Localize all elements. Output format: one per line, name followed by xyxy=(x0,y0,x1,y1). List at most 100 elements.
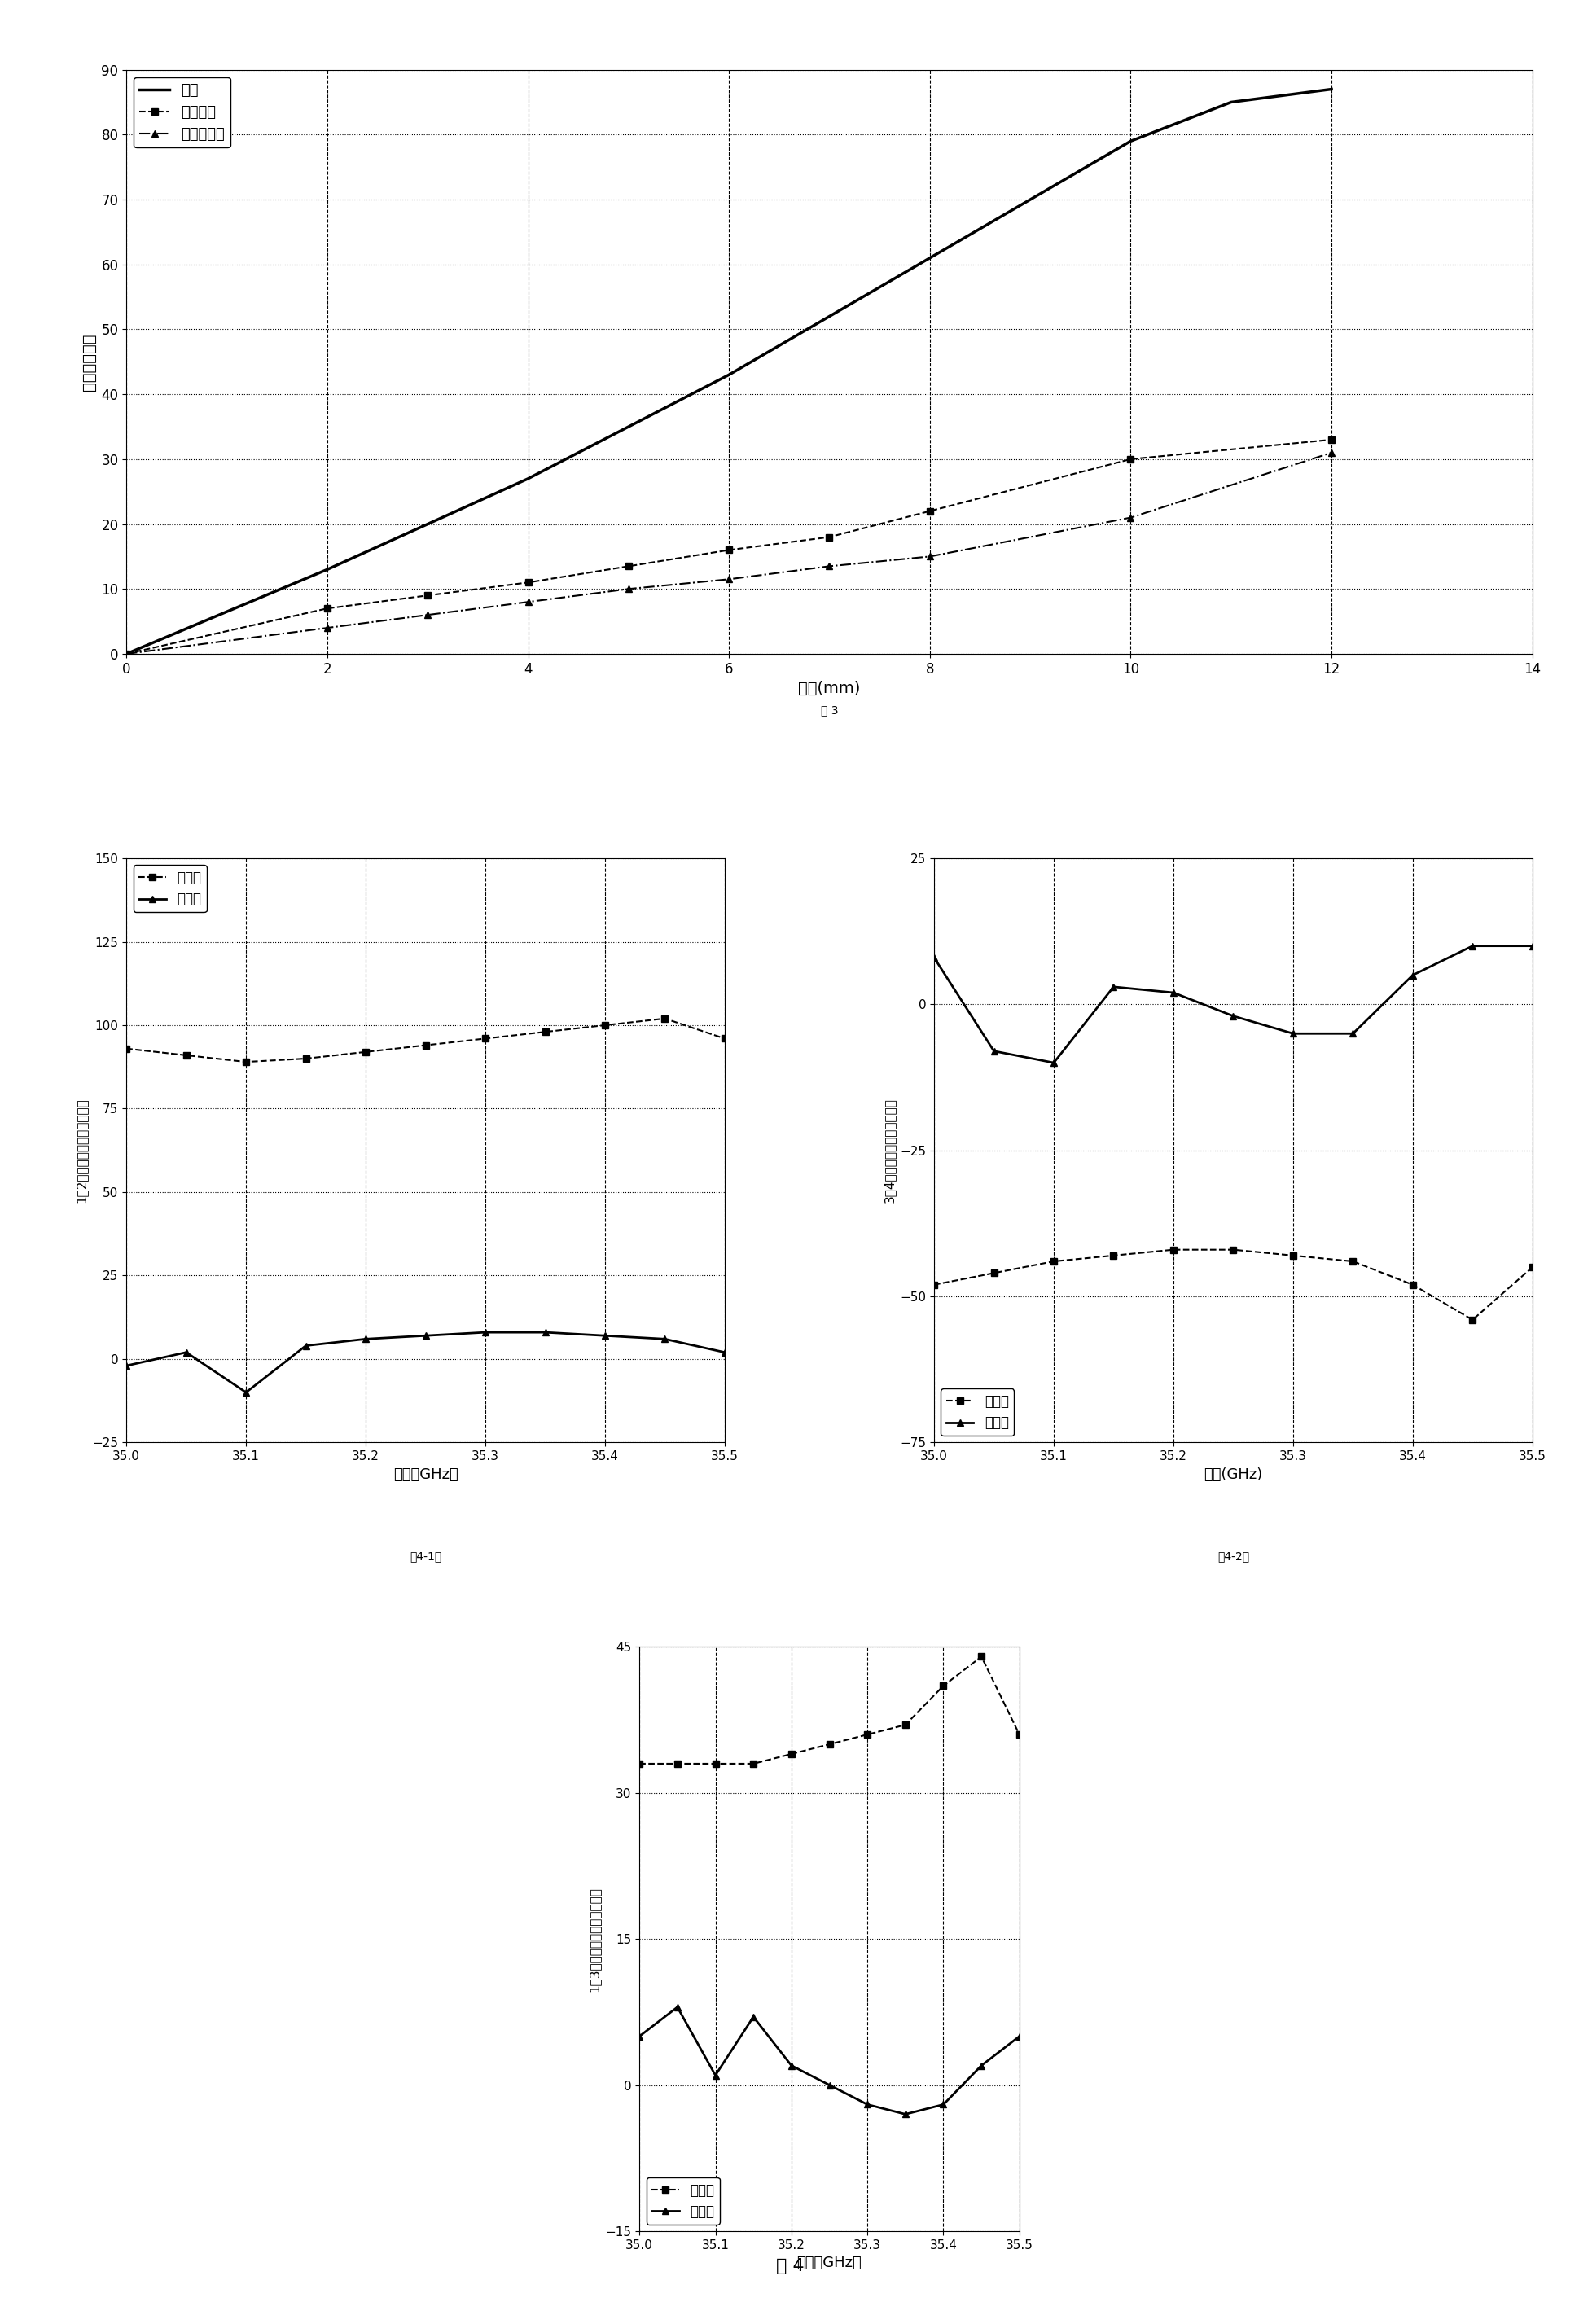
调节后 xyxy=(857,2092,876,2119)
调节前 xyxy=(715,1025,734,1053)
调节前 xyxy=(1164,1236,1183,1264)
调节后 xyxy=(971,2052,990,2080)
Legend: 调节前, 调节后: 调节前, 调节后 xyxy=(133,865,207,911)
陶瓷 xyxy=(1221,88,1240,116)
陶瓷 xyxy=(921,244,940,272)
调节前 xyxy=(177,1041,196,1069)
调节后 xyxy=(782,2052,801,2080)
调节后 xyxy=(1402,962,1421,990)
调节后 xyxy=(117,1353,136,1380)
陶瓷 xyxy=(117,639,136,667)
Line: 调节前: 调节前 xyxy=(123,1016,728,1064)
Y-axis label: 1、2发射通道相位误差（度）: 1、2发射通道相位误差（度） xyxy=(76,1097,88,1204)
陶瓷粉末 xyxy=(317,595,336,623)
调节前 xyxy=(355,1039,374,1067)
X-axis label: 频率(GHz): 频率(GHz) xyxy=(1203,1466,1262,1483)
陶瓷粉末 xyxy=(1322,425,1341,453)
调节前 xyxy=(1402,1271,1421,1299)
陶瓷 xyxy=(718,360,737,388)
调节后 xyxy=(744,2003,763,2031)
调节后 xyxy=(1224,1002,1243,1030)
调节后 xyxy=(355,1325,374,1353)
X-axis label: 长度(mm): 长度(mm) xyxy=(797,681,861,697)
陶瓷粉末 xyxy=(921,497,940,525)
聚四氟乙烯 xyxy=(820,553,838,581)
陶瓷粉末 xyxy=(820,523,838,551)
Y-axis label: 相移量（度）: 相移量（度） xyxy=(81,332,96,390)
调节前 xyxy=(895,1710,914,1738)
调节后 xyxy=(630,2022,649,2050)
调节后 xyxy=(820,2071,838,2099)
Line: 调节后: 调节后 xyxy=(930,944,1535,1067)
调节后 xyxy=(177,1339,196,1367)
调节前 xyxy=(1009,1720,1028,1748)
Y-axis label: 1、3发射通道相位误差（度）: 1、3发射通道相位误差（度） xyxy=(589,1887,600,1992)
聚四氟乙烯 xyxy=(921,541,940,569)
Legend: 调节前, 调节后: 调节前, 调节后 xyxy=(941,1390,1014,1436)
聚四氟乙烯 xyxy=(1322,439,1341,467)
Line: 调节后: 调节后 xyxy=(636,2003,1022,2117)
调节前 xyxy=(744,1750,763,1778)
Line: 陶瓷粉末: 陶瓷粉末 xyxy=(123,437,1334,658)
调节前 xyxy=(924,1271,943,1299)
X-axis label: 频率（GHz）: 频率（GHz） xyxy=(393,1466,458,1483)
调节后 xyxy=(924,944,943,971)
陶瓷 xyxy=(619,414,638,442)
调节后 xyxy=(1342,1020,1361,1048)
调节前 xyxy=(668,1750,687,1778)
调节前 xyxy=(820,1731,838,1759)
Text: 图 4: 图 4 xyxy=(775,2257,804,2275)
Line: 调节前: 调节前 xyxy=(636,1652,1022,1766)
Legend: 调节前, 调节后: 调节前, 调节后 xyxy=(646,2178,718,2224)
陶瓷 xyxy=(1322,74,1341,102)
调节前 xyxy=(237,1048,256,1076)
聚四氟乙烯 xyxy=(317,614,336,641)
调节后 xyxy=(895,2101,914,2129)
调节后 xyxy=(475,1318,494,1346)
聚四氟乙烯 xyxy=(1121,504,1140,532)
调节后 xyxy=(984,1037,1003,1064)
陶瓷 xyxy=(820,302,838,330)
调节后 xyxy=(1044,1048,1063,1076)
调节后 xyxy=(535,1318,554,1346)
陶瓷 xyxy=(218,597,237,625)
调节后 xyxy=(1284,1020,1303,1048)
调节前 xyxy=(857,1720,876,1748)
调节前 xyxy=(655,1004,674,1032)
Line: 陶瓷: 陶瓷 xyxy=(126,88,1331,653)
调节后 xyxy=(1164,978,1183,1006)
调节后 xyxy=(1104,974,1123,1002)
调节前 xyxy=(782,1741,801,1769)
调节前 xyxy=(1342,1248,1361,1276)
调节前 xyxy=(933,1671,952,1699)
陶瓷 xyxy=(418,509,437,537)
调节前 xyxy=(117,1034,136,1062)
调节后 xyxy=(595,1322,614,1350)
聚四氟乙烯 xyxy=(718,565,737,593)
调节前 xyxy=(535,1018,554,1046)
调节前 xyxy=(630,1750,649,1778)
调节后 xyxy=(933,2092,952,2119)
Y-axis label: 3、4发射通道相位误差（度）: 3、4发射通道相位误差（度） xyxy=(883,1097,895,1204)
调节前 xyxy=(297,1046,316,1074)
Title: （4-1）: （4-1） xyxy=(409,1550,441,1562)
调节后 xyxy=(715,1339,734,1367)
陶瓷粉末 xyxy=(518,569,537,597)
调节后 xyxy=(415,1322,434,1350)
调节前 xyxy=(984,1260,1003,1287)
调节前 xyxy=(1224,1236,1243,1264)
调节前 xyxy=(1284,1241,1303,1269)
陶瓷粉末 xyxy=(1121,446,1140,474)
陶瓷粉末 xyxy=(418,581,437,609)
陶瓷 xyxy=(1020,186,1039,214)
聚四氟乙烯 xyxy=(518,588,537,616)
调节前 xyxy=(1462,1306,1481,1334)
陶瓷 xyxy=(1121,128,1140,156)
陶瓷粉末 xyxy=(117,639,136,667)
陶瓷粉末 xyxy=(718,537,737,565)
调节前 xyxy=(415,1032,434,1060)
调节前 xyxy=(1104,1241,1123,1269)
Title: 图 3: 图 3 xyxy=(820,704,838,716)
陶瓷 xyxy=(317,555,336,583)
Title: （4-2）: （4-2） xyxy=(1217,1550,1249,1562)
